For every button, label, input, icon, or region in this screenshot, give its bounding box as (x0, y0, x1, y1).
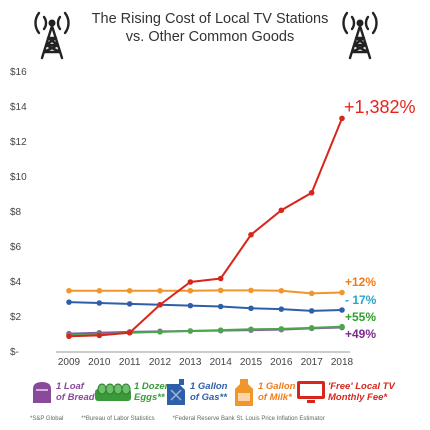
footnote: **Bureau of Labor Statistics (81, 416, 155, 422)
data-point (217, 287, 224, 294)
y-tick-label: $4 (10, 277, 22, 288)
y-tick-label: $10 (10, 172, 27, 183)
data-point (339, 115, 345, 122)
data-point (278, 287, 285, 294)
broadcast-tower-icon (342, 11, 378, 60)
broadcast-tower-icon (34, 11, 70, 60)
footnote: *S&P Global (30, 416, 64, 422)
x-tick-label: 2017 (300, 357, 323, 368)
data-point (157, 301, 163, 308)
footnotes: *S&P Global **Bureau of Labor Statistics… (0, 416, 430, 422)
data-point (126, 329, 133, 336)
y-tick-label: $14 (10, 102, 27, 113)
data-point (96, 332, 103, 339)
milk-change-label: +12% (345, 275, 377, 289)
tv-change-label: +1,382% (344, 97, 416, 117)
y-tick-label: $16 (10, 67, 27, 78)
milk-jug-icon (235, 379, 253, 406)
x-tick-label: 2015 (239, 357, 263, 368)
eggs-icon (95, 383, 131, 401)
legend-label: Monthly Fee* (328, 392, 388, 403)
x-tick-label: 2009 (57, 357, 81, 368)
y-tick-label: $- (10, 347, 19, 358)
data-point (126, 287, 133, 294)
x-tick-label: 2018 (330, 357, 354, 368)
data-point (157, 287, 163, 294)
data-point (278, 326, 285, 332)
gas-change-label: - 17% (345, 293, 377, 307)
data-point (217, 303, 224, 310)
legend-label: 'Free' Local TV (328, 381, 395, 392)
legend-label: 1 Gallon (190, 381, 228, 392)
series-line (69, 289, 343, 295)
data-point (278, 306, 285, 312)
legend-label: 1 Loaf (56, 381, 84, 392)
data-point (308, 325, 315, 331)
eggs-change-label: +55% (345, 310, 377, 324)
data-point (308, 189, 315, 196)
y-tick-label: $8 (10, 207, 22, 218)
data-point (339, 289, 345, 296)
x-tick-label: 2014 (209, 357, 232, 368)
data-point (339, 307, 345, 313)
x-tick-label: 2012 (148, 357, 172, 368)
legend-item-eggs: 1 Dozen Eggs** (94, 375, 170, 409)
data-point (126, 301, 133, 307)
y-tick-label: $6 (10, 242, 22, 253)
data-point (248, 231, 254, 238)
legend-label: of Gas** (190, 392, 227, 403)
series-line (68, 301, 343, 312)
legend-label: of Milk* (258, 392, 292, 403)
data-point (187, 302, 194, 309)
legend-label: Eggs** (134, 392, 165, 403)
data-point (66, 333, 72, 340)
bread-icon (33, 382, 51, 403)
bread-change-label: +49% (345, 327, 377, 341)
data-point (187, 328, 194, 334)
data-point (217, 275, 224, 282)
data-point (66, 287, 72, 294)
data-point (157, 329, 163, 335)
legend-item-milk: 1 Gallon of Milk* (232, 375, 295, 409)
footnote: *Federal Reserve Bank St. Louis Price In… (172, 416, 325, 422)
legend-label: 1 Dozen (134, 381, 171, 392)
data-point (66, 299, 72, 305)
y-tick-label: $2 (10, 312, 22, 323)
y-tick-label: $12 (10, 137, 27, 148)
data-point (187, 287, 194, 294)
chart-title-line2: vs. Other Common Goods (125, 29, 295, 45)
data-point (308, 308, 315, 314)
tv-icon (297, 381, 325, 403)
data-point (278, 207, 285, 214)
data-point (187, 279, 194, 285)
data-point (96, 287, 103, 294)
x-tick-label: 2013 (179, 357, 202, 368)
x-tick-label: 2010 (88, 357, 111, 368)
chart-title-line1: The Rising Cost of Local TV Stations (91, 11, 329, 27)
data-point (339, 323, 345, 330)
data-point (308, 290, 315, 297)
legend-label: 1 Gallon (258, 381, 296, 392)
data-point (96, 300, 103, 306)
x-tick-label: 2011 (118, 357, 141, 368)
series-line (68, 117, 343, 338)
legend-item-bread: 1 Loaf of Bread* (30, 375, 98, 409)
legend-label: of Bread* (56, 392, 99, 403)
x-tick-label: 2016 (270, 357, 293, 368)
data-point (248, 305, 254, 312)
data-point (248, 326, 254, 333)
legend-item-tv: 'Free' Local TV Monthly Fee* (296, 375, 395, 409)
data-point (217, 327, 224, 333)
data-point (248, 287, 254, 294)
legend-item-gas: 1 Gallon of Gas** (164, 375, 227, 409)
gas-can-icon (167, 379, 185, 405)
